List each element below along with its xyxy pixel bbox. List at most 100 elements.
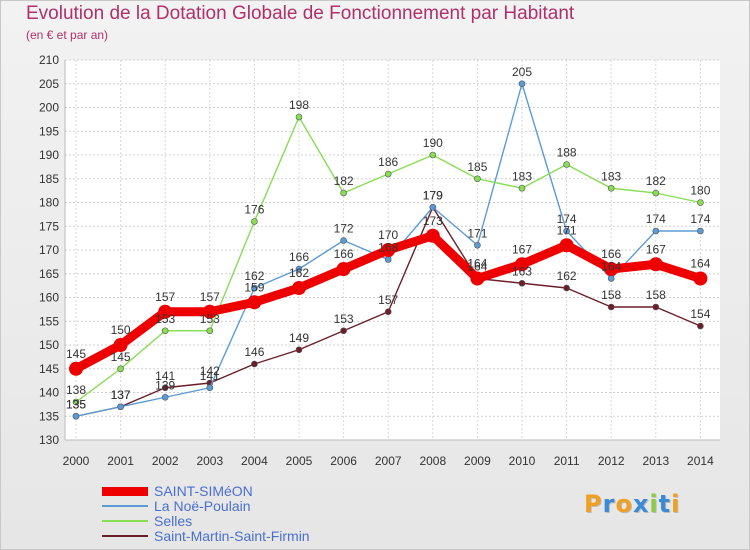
data-label: 153 bbox=[155, 312, 175, 326]
data-point bbox=[425, 228, 440, 243]
data-label: 166 bbox=[289, 250, 309, 264]
data-label: 139 bbox=[155, 378, 175, 392]
series-3 bbox=[72, 203, 704, 420]
y-tick-label: 130 bbox=[39, 433, 59, 447]
y-tick-label: 150 bbox=[39, 338, 59, 352]
data-point bbox=[117, 403, 124, 411]
data-point bbox=[381, 243, 396, 257]
data-label: 180 bbox=[690, 184, 710, 198]
data-label: 164 bbox=[467, 257, 487, 271]
data-point bbox=[429, 151, 437, 159]
data-label: 176 bbox=[244, 203, 264, 217]
y-tick-label: 145 bbox=[39, 362, 59, 376]
data-point bbox=[161, 384, 169, 392]
data-label: 135 bbox=[66, 397, 86, 411]
logo-text: Proxiti bbox=[584, 490, 681, 518]
y-tick-label: 170 bbox=[39, 243, 59, 257]
series-2 bbox=[72, 113, 704, 406]
data-point bbox=[697, 199, 704, 206]
data-label: 153 bbox=[200, 312, 220, 326]
y-tick-label: 175 bbox=[39, 219, 59, 233]
data-label: 170 bbox=[378, 228, 398, 242]
legend-item: Selles bbox=[98, 513, 398, 529]
data-label: 146 bbox=[244, 345, 264, 359]
x-tick-label: 2013 bbox=[642, 454, 669, 468]
data-label: 158 bbox=[601, 288, 621, 302]
x-tick-label: 2010 bbox=[509, 454, 536, 468]
data-point bbox=[648, 257, 663, 272]
data-point bbox=[515, 257, 529, 272]
legend-label: Saint-Martin-Saint-Firmin bbox=[154, 528, 310, 544]
data-point bbox=[295, 265, 303, 273]
data-point bbox=[474, 241, 481, 249]
data-label: 166 bbox=[601, 247, 621, 261]
data-label: 171 bbox=[467, 226, 487, 240]
data-point bbox=[340, 327, 347, 335]
data-label: 183 bbox=[601, 169, 621, 183]
data-label: 141 bbox=[200, 369, 220, 383]
x-tick-label: 2009 bbox=[464, 454, 491, 468]
data-label: 163 bbox=[512, 264, 532, 278]
data-label: 137 bbox=[111, 388, 131, 402]
data-label: 142 bbox=[200, 364, 220, 378]
data-point bbox=[518, 279, 526, 287]
data-point bbox=[518, 80, 526, 88]
data-label: 164 bbox=[690, 257, 710, 271]
data-label: 158 bbox=[646, 288, 666, 302]
data-point bbox=[652, 303, 660, 311]
legend-label: Selles bbox=[154, 513, 193, 529]
y-tick-label: 210 bbox=[39, 53, 59, 67]
data-point bbox=[247, 295, 262, 310]
y-tick-label: 205 bbox=[39, 77, 59, 91]
data-point bbox=[384, 308, 392, 316]
data-point bbox=[251, 284, 258, 292]
data-point bbox=[336, 262, 351, 276]
data-point bbox=[69, 361, 83, 376]
x-tick-label: 2005 bbox=[286, 454, 313, 468]
data-label: 205 bbox=[512, 65, 532, 79]
legend-item: La Noë-Poulain bbox=[98, 498, 398, 514]
x-tick-label: 2014 bbox=[687, 454, 714, 468]
chart-subtitle: (en € et par an) bbox=[26, 28, 109, 42]
y-tick-label: 155 bbox=[39, 314, 59, 328]
x-tick-label: 2001 bbox=[107, 454, 134, 468]
data-point bbox=[474, 175, 481, 183]
legend-label: La Noë-Poulain bbox=[154, 498, 251, 514]
data-point bbox=[295, 346, 303, 354]
data-point bbox=[652, 189, 660, 197]
data-point bbox=[563, 227, 570, 235]
data-point bbox=[693, 271, 708, 286]
data-label: 190 bbox=[423, 136, 443, 150]
y-tick-label: 185 bbox=[39, 172, 59, 186]
data-label: 171 bbox=[557, 223, 577, 237]
data-label: 145 bbox=[111, 350, 131, 364]
data-point bbox=[340, 237, 347, 244]
data-label: 182 bbox=[646, 174, 666, 188]
x-tick-label: 2012 bbox=[598, 454, 625, 468]
data-point bbox=[604, 262, 619, 276]
data-label: 172 bbox=[334, 222, 354, 236]
series-layer bbox=[69, 80, 708, 420]
legend: SAINT-SIMéON La Noë-Poulain Selles Saint-Ma… bbox=[98, 483, 398, 544]
data-label: 138 bbox=[66, 383, 86, 397]
data-point bbox=[563, 284, 570, 292]
data-label: 141 bbox=[155, 369, 175, 383]
data-label: 157 bbox=[155, 290, 175, 304]
data-label: 162 bbox=[289, 266, 309, 280]
data-point bbox=[607, 275, 615, 282]
data-point bbox=[72, 398, 80, 406]
legend-swatch bbox=[102, 535, 148, 537]
data-point bbox=[384, 256, 392, 263]
y-tick-label: 160 bbox=[39, 291, 59, 305]
data-label: 157 bbox=[378, 293, 398, 307]
data-label: 185 bbox=[467, 160, 487, 174]
legend-item: Saint-Martin-Saint-Firmin bbox=[98, 528, 398, 544]
data-label: 174 bbox=[557, 212, 577, 226]
data-label: 164 bbox=[601, 260, 621, 274]
data-label: 137 bbox=[111, 388, 131, 402]
y-tick-label: 180 bbox=[39, 196, 59, 210]
data-label: 150 bbox=[111, 323, 131, 337]
data-label: 149 bbox=[289, 331, 309, 345]
legend-swatch bbox=[102, 486, 148, 496]
